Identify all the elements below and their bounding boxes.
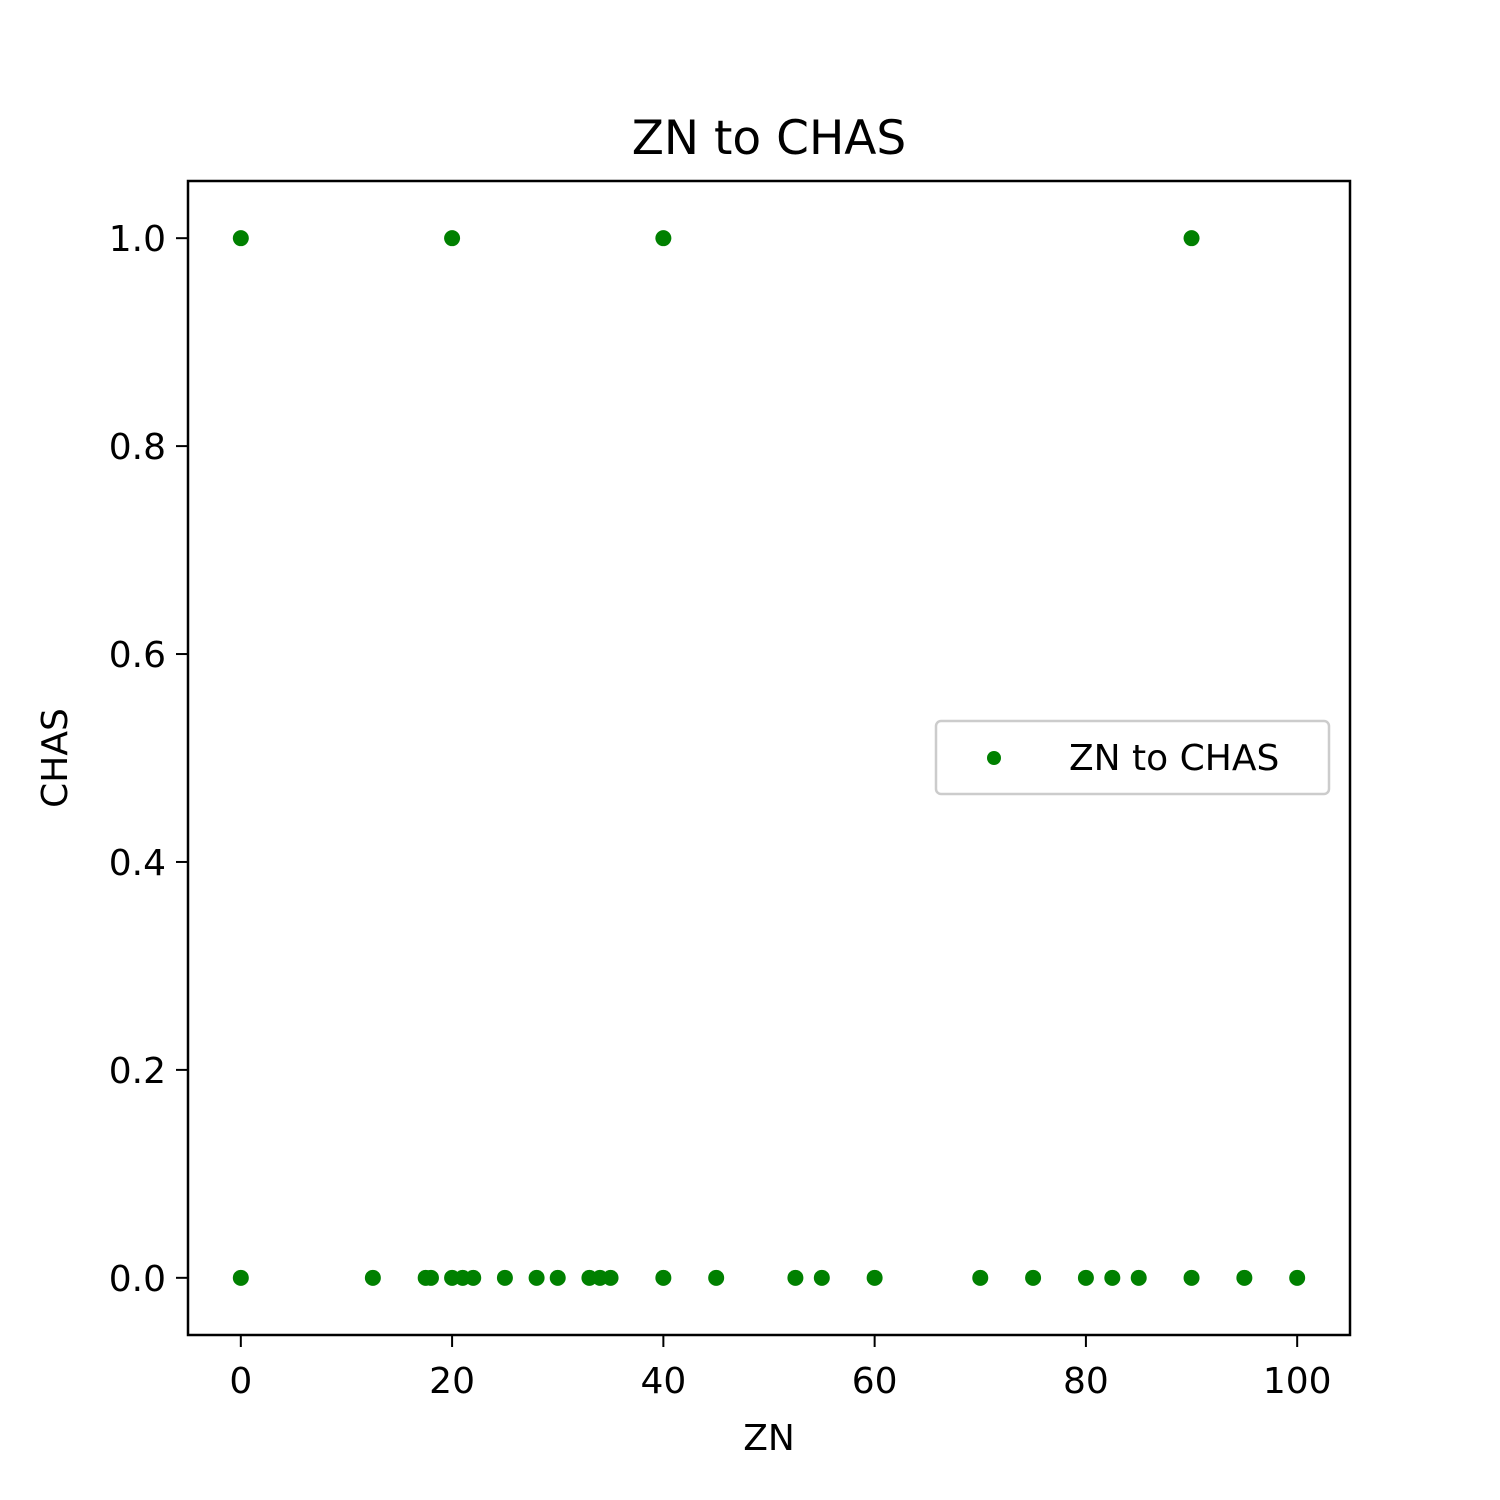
scatter-point bbox=[444, 230, 461, 247]
scatter-point bbox=[813, 1269, 830, 1286]
scatter-point bbox=[1025, 1269, 1042, 1286]
y-tick-label: 0.4 bbox=[109, 843, 166, 884]
legend: ZN to CHAS bbox=[934, 719, 1331, 796]
x-tick-label: 20 bbox=[429, 1361, 475, 1402]
scatter-point bbox=[655, 1269, 672, 1286]
x-tick-label: 60 bbox=[852, 1361, 898, 1402]
scatter-point bbox=[602, 1269, 619, 1286]
scatter-point bbox=[1183, 230, 1200, 247]
scatter-point bbox=[866, 1269, 883, 1286]
scatter-point bbox=[1130, 1269, 1147, 1286]
scatter-point bbox=[1289, 1269, 1306, 1286]
y-tick-label: 0.6 bbox=[109, 635, 166, 676]
plot-area-frame bbox=[186, 179, 1352, 1337]
scatter-point bbox=[1077, 1269, 1094, 1286]
scatter-point bbox=[232, 230, 249, 247]
y-tick-label: 1.0 bbox=[109, 219, 166, 260]
scatter-point bbox=[232, 1269, 249, 1286]
scatter-point bbox=[787, 1269, 804, 1286]
y-tick-label: 0.2 bbox=[109, 1051, 166, 1092]
x-tick-label: 100 bbox=[1263, 1361, 1332, 1402]
x-tick-label: 80 bbox=[1063, 1361, 1109, 1402]
legend-box bbox=[934, 719, 1331, 796]
chart-title: ZN to CHAS bbox=[632, 111, 907, 166]
x-axis-label: ZN bbox=[743, 1418, 795, 1459]
scatter-point bbox=[1183, 1269, 1200, 1286]
x-tick-label: 0 bbox=[229, 1361, 252, 1402]
scatter-point bbox=[655, 230, 672, 247]
scatter-point bbox=[1104, 1269, 1121, 1286]
scatter-point bbox=[1236, 1269, 1253, 1286]
x-tick-label: 40 bbox=[640, 1361, 686, 1402]
scatter-point bbox=[708, 1269, 725, 1286]
scatter-point bbox=[364, 1269, 381, 1286]
legend-label: ZN to CHAS bbox=[1069, 738, 1279, 779]
scatter-point bbox=[549, 1269, 566, 1286]
scatter-point bbox=[422, 1269, 439, 1286]
y-axis-label: CHAS bbox=[35, 708, 76, 808]
scatter-point bbox=[528, 1269, 545, 1286]
scatter-point bbox=[465, 1269, 482, 1286]
scatter-point bbox=[496, 1269, 513, 1286]
points-layer bbox=[232, 230, 1306, 1286]
scatter-point bbox=[972, 1269, 989, 1286]
y-tick-label: 0.0 bbox=[109, 1259, 166, 1300]
y-tick-label: 0.8 bbox=[109, 427, 166, 468]
legend-marker bbox=[987, 751, 1001, 765]
ticks-layer: 0 20 40 60 80 100 0.0 0.2 0.4 0.6 0.8 1.0 bbox=[109, 219, 1332, 1402]
